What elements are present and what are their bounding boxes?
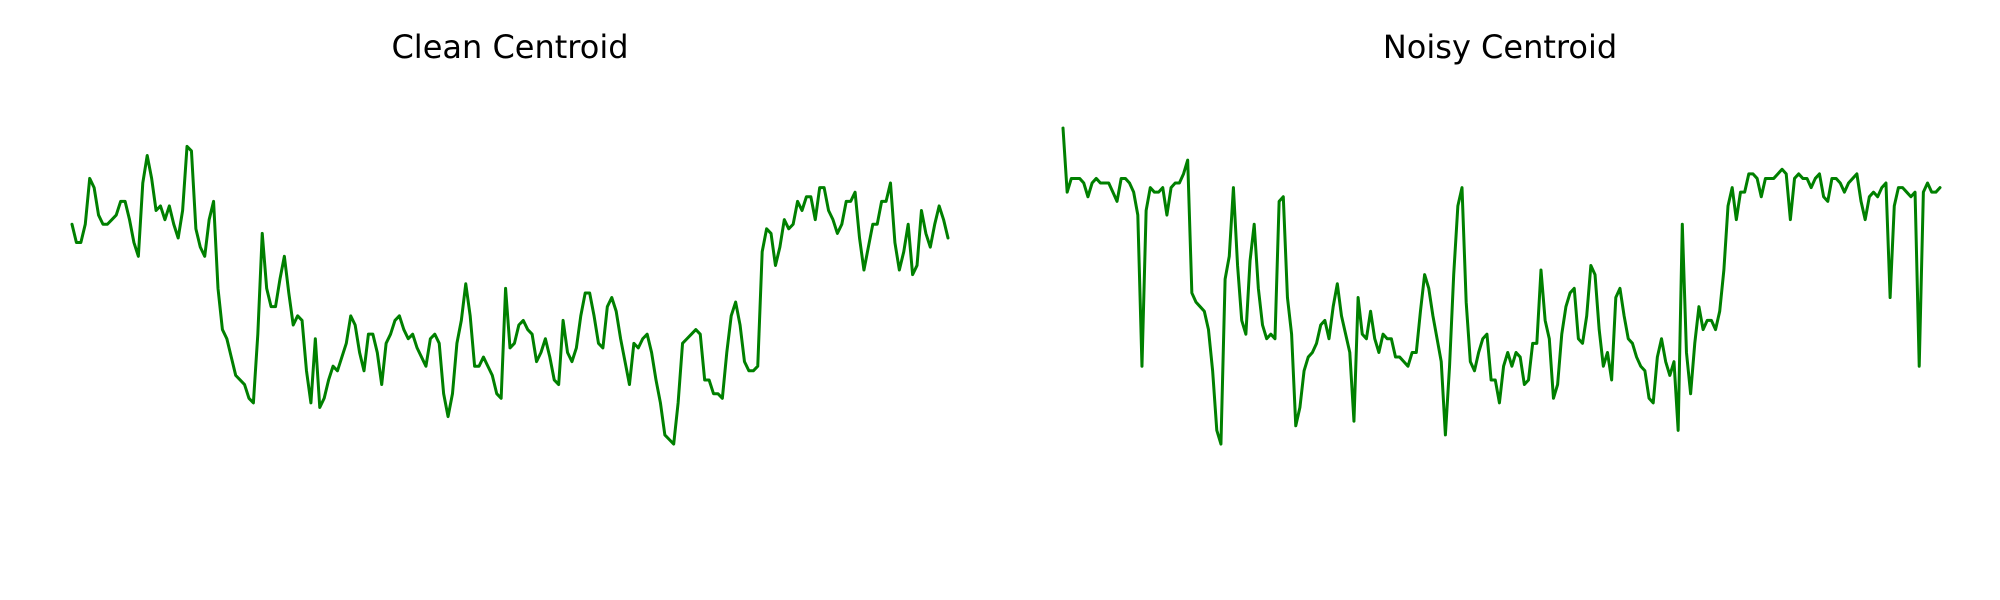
plot-area xyxy=(70,144,950,446)
plot-area xyxy=(1061,126,1942,446)
series-line xyxy=(70,144,950,446)
series-line xyxy=(1061,126,1942,446)
chart-title: Noisy Centroid xyxy=(1383,28,1617,66)
chart-clean-centroid: Clean Centroid xyxy=(70,28,950,446)
chart-title: Clean Centroid xyxy=(391,28,628,66)
chart-noisy-centroid: Noisy Centroid xyxy=(1061,28,1942,446)
